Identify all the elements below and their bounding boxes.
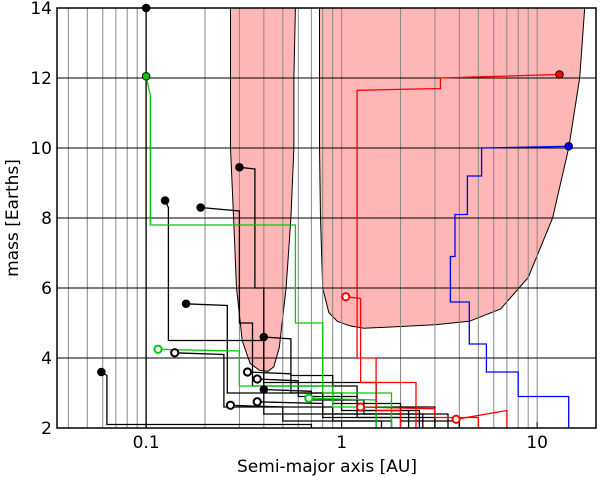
x-tick-label: 10 xyxy=(526,433,548,453)
planet-marker-9 xyxy=(170,348,180,358)
planet-marker-11 xyxy=(252,374,262,384)
track-line-18 xyxy=(345,296,417,428)
planet-marker-17 xyxy=(555,70,564,79)
plot-area xyxy=(56,3,597,429)
track-line-17 xyxy=(356,73,560,428)
track-line-21 xyxy=(449,145,570,428)
planet-marker-10 xyxy=(242,367,253,377)
x-axis-label: Semi-major axis [AU] xyxy=(237,457,417,477)
y-axis-label: mass [Earths] xyxy=(3,159,23,277)
y-ticks: 2 4 6 8 10 12 14 xyxy=(30,0,52,439)
y-tick-label: 12 xyxy=(30,69,52,89)
track-line-14 xyxy=(145,76,393,428)
y-tick-label: 4 xyxy=(41,349,52,369)
track-line-20 xyxy=(455,409,508,428)
planet-marker-5 xyxy=(196,203,205,212)
y-tick-label: 6 xyxy=(41,279,52,299)
markers-group xyxy=(97,3,573,424)
x-ticks: 0.1 1 10 xyxy=(133,422,548,453)
planet-marker-15 xyxy=(153,344,163,354)
y-tick-label: 8 xyxy=(41,209,52,229)
planet-marker-7 xyxy=(259,332,269,342)
x-tick-label: 1 xyxy=(336,433,347,453)
planet-marker-18 xyxy=(341,292,351,302)
x-tick-label: 0.1 xyxy=(133,433,160,453)
y-tick-label: 14 xyxy=(30,0,52,19)
track-line-15 xyxy=(157,348,393,428)
planet-marker-6 xyxy=(235,162,244,172)
migration-region-1 xyxy=(230,7,296,372)
track-line-19 xyxy=(360,406,479,428)
planet-marker-21 xyxy=(564,141,573,151)
y-tick-label: 2 xyxy=(41,419,52,439)
planet-marker-13 xyxy=(225,400,236,410)
track-line-12 xyxy=(257,401,424,428)
track-line-1 xyxy=(100,371,313,428)
planet-marker-16 xyxy=(304,393,314,403)
plot-frame xyxy=(56,7,597,429)
planet-marker-8 xyxy=(259,385,269,394)
planet-marker-4 xyxy=(181,299,191,309)
planet-marker-14 xyxy=(141,71,151,81)
track-line-6 xyxy=(239,166,436,428)
planet-marker-19 xyxy=(355,402,366,412)
planet-marker-12 xyxy=(252,397,262,407)
series-group xyxy=(100,8,570,428)
track-line-13 xyxy=(230,404,383,428)
planet-marker-20 xyxy=(451,414,461,424)
planet-marker-1 xyxy=(97,367,106,377)
planet-marker-3 xyxy=(160,196,170,205)
y-tick-label: 10 xyxy=(30,139,52,159)
